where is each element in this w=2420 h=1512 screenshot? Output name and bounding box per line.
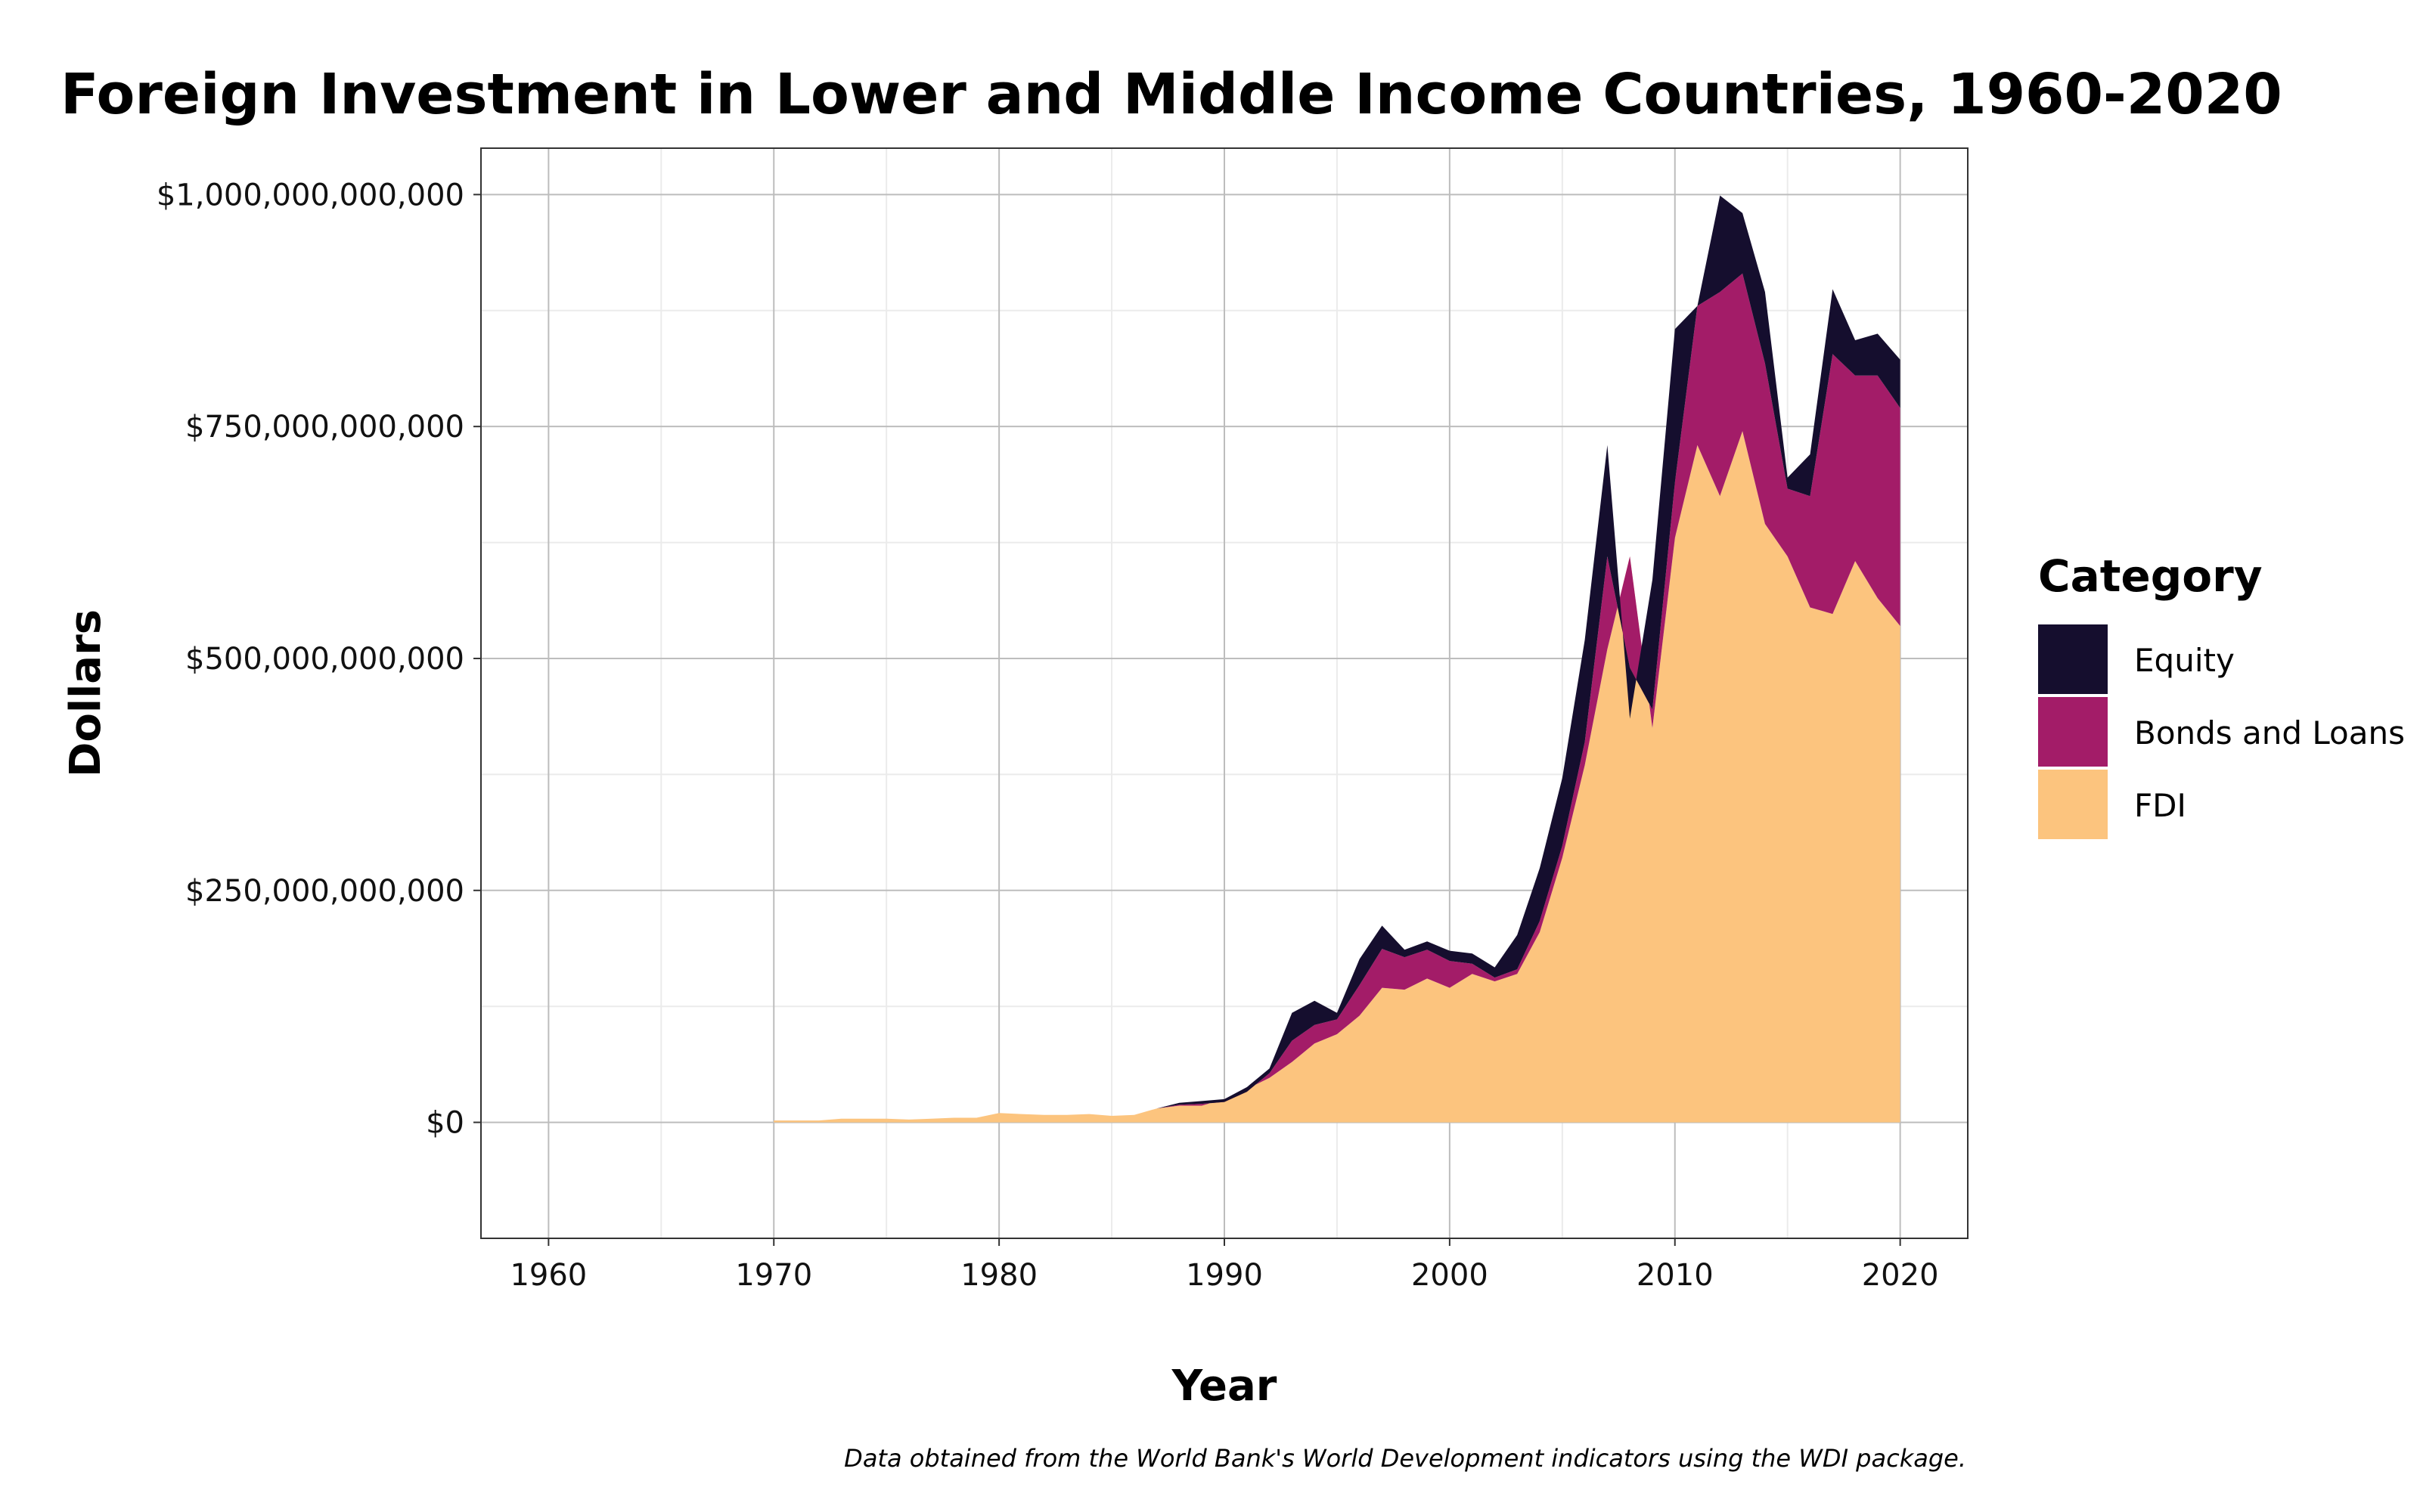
legend-label: FDI xyxy=(2134,787,2186,824)
caption: Data obtained from the World Bank's Worl… xyxy=(844,1444,1966,1473)
legend-title: Category xyxy=(2038,550,2263,602)
x-axis-title: Year xyxy=(1171,1362,1277,1411)
y-tick-label: $0 xyxy=(426,1106,464,1141)
x-tick-label: 2020 xyxy=(1862,1258,1939,1293)
legend-swatch-bonds-and-loans xyxy=(2038,697,2108,767)
legend-label: Equity xyxy=(2134,642,2235,679)
legend-label: Bonds and Loans xyxy=(2134,714,2405,751)
y-axis-ticks: $0 $250,000,000,000 $500,000,000,000 $750,0… xyxy=(157,178,481,1141)
legend-swatch-equity xyxy=(2038,624,2108,694)
y-tick-label: $1,000,000,000,000 xyxy=(157,178,464,212)
y-tick-label: $500,000,000,000 xyxy=(185,642,464,677)
legend: Category Equity Bonds and Loans FDI xyxy=(2038,550,2405,839)
chart-title: Foreign Investment in Lower and Middle I… xyxy=(60,62,2282,127)
legend-items: Equity Bonds and Loans FDI xyxy=(2038,624,2405,839)
x-tick-label: 2000 xyxy=(1411,1258,1488,1293)
legend-swatch-fdi xyxy=(2038,770,2108,839)
x-tick-label: 1970 xyxy=(735,1258,812,1293)
x-tick-label: 1980 xyxy=(960,1258,1038,1293)
stacked-areas xyxy=(774,195,1900,1123)
y-tick-label: $750,000,000,000 xyxy=(185,410,464,445)
x-tick-label: 2010 xyxy=(1637,1258,1714,1293)
x-tick-label: 1990 xyxy=(1186,1258,1263,1293)
y-tick-label: $250,000,000,000 xyxy=(185,874,464,909)
y-axis-title: Dollars xyxy=(61,609,110,777)
x-tick-label: 1960 xyxy=(510,1258,587,1293)
x-axis-ticks: 1960 1970 1980 1990 2000 2010 2020 xyxy=(510,1238,1939,1293)
